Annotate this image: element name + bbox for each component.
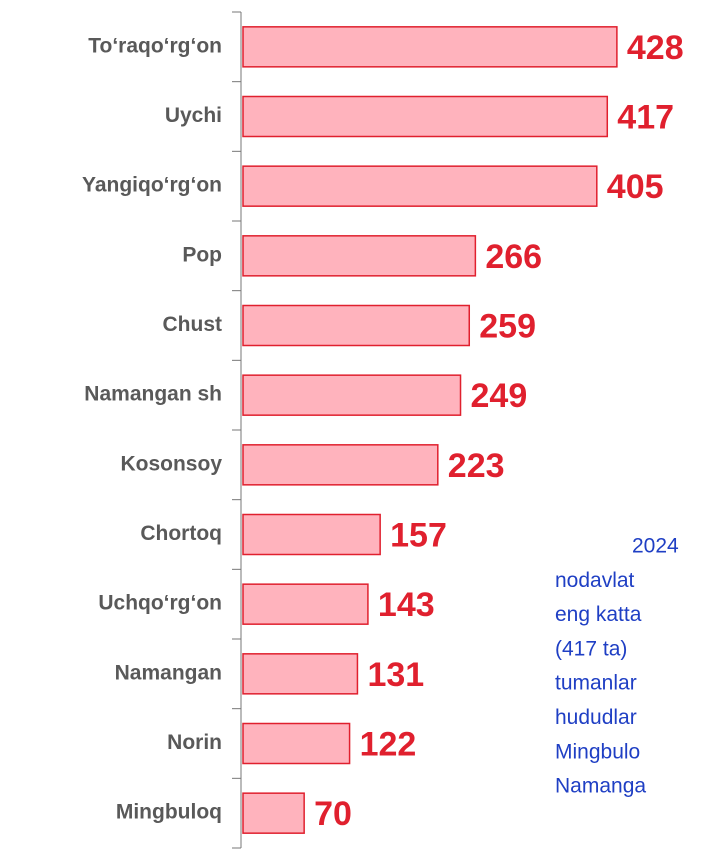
category-label: Uchqo‘rg‘on <box>98 592 222 615</box>
paragraph-line: tumanlar <box>555 672 637 695</box>
category-label: Kosonsoy <box>120 452 222 475</box>
category-label: Uychi <box>165 104 222 127</box>
value-label: 157 <box>390 516 447 554</box>
bar <box>242 95 609 138</box>
category-label: Chust <box>163 313 223 336</box>
paragraph-line: (417 ta) <box>555 637 627 660</box>
bar <box>242 583 369 625</box>
category-label: Namangan sh <box>84 383 222 406</box>
paragraph-line: eng katta <box>555 603 642 626</box>
paragraph-line: hududlar <box>555 706 637 729</box>
paragraph-line: Namanga <box>555 775 646 798</box>
value-label: 266 <box>485 238 542 276</box>
value-label: 249 <box>471 377 528 415</box>
category-label: Pop <box>182 243 222 266</box>
bar <box>242 26 618 68</box>
value-label: 131 <box>367 656 424 694</box>
bar <box>242 235 477 277</box>
value-label: 122 <box>360 725 417 763</box>
paragraph-line: nodavlat <box>555 569 635 592</box>
value-label: 70 <box>314 795 352 833</box>
category-label: Norin <box>167 731 222 754</box>
category-label: Mingbuloq <box>116 801 222 824</box>
bar <box>242 722 351 765</box>
paragraph-line: 2024 <box>632 535 679 558</box>
value-label: 259 <box>479 307 536 345</box>
value-label: 405 <box>607 168 664 206</box>
value-label: 428 <box>627 29 684 67</box>
bar <box>242 513 381 556</box>
bar <box>242 444 439 486</box>
paragraph-line: Mingbulo <box>555 740 640 763</box>
category-label: Yangiqo‘rg‘on <box>82 174 222 197</box>
bar <box>242 374 462 416</box>
value-label: 223 <box>448 447 505 485</box>
value-label: 143 <box>378 586 435 624</box>
bar <box>242 165 598 207</box>
value-label: 417 <box>617 98 674 136</box>
category-label: Namangan <box>115 661 222 684</box>
category-label: Chortoq <box>140 522 222 545</box>
category-label: To‘raqo‘rg‘on <box>88 34 222 57</box>
bar <box>242 653 359 695</box>
bar <box>242 304 471 347</box>
bar <box>242 792 305 834</box>
